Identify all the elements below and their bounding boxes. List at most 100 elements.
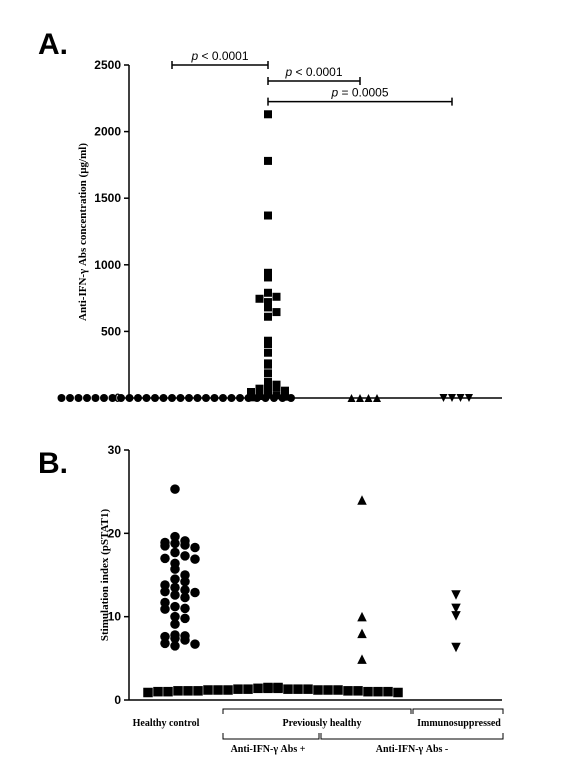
data-point-circle [170,564,180,574]
data-point-circle [170,538,180,549]
data-point-square [247,388,255,397]
data-point-square [272,391,281,400]
data-point-square [264,312,272,321]
data-point-square [353,686,363,696]
data-point-circle [180,570,190,580]
data-point-square [272,383,281,392]
data-point-circle [190,639,200,649]
data-point-circle [160,631,170,642]
significance-bracket [171,61,269,69]
data-point-square [255,392,264,401]
data-point-square [264,390,272,399]
data-point-square [272,292,281,301]
bracket-abs-positive [222,733,320,740]
data-point-circle [180,540,190,550]
data-point-triangle-down [448,394,456,402]
data-point-square [264,369,272,378]
data-point-square [264,298,272,307]
data-point-circle [170,611,180,622]
y-tick-label: 0 [114,693,121,707]
data-point-triangle-up [357,654,367,664]
data-point-circle [117,394,125,402]
data-point-circle [125,394,134,402]
data-point-square [264,340,272,349]
data-point-square [264,348,272,357]
label-abs-negative: Anti-IFN-γ Abs - [376,744,448,755]
data-point-circle [176,394,185,402]
data-point-square [163,686,173,697]
data-point-circle [160,553,170,564]
y-tick-label: 30 [108,443,122,457]
data-point-circle [100,394,108,402]
data-point-square [264,360,272,369]
bracket-immunosuppressed [412,708,504,714]
data-point-square [363,686,373,697]
data-point-square [233,684,243,694]
data-point-square [264,211,272,220]
data-point-square [264,382,272,391]
data-point-triangle-down [465,394,473,402]
data-point-circle [190,587,200,598]
data-point-square [281,386,289,395]
data-point-triangle-down [439,394,448,402]
data-point-circle [160,586,170,597]
data-point-circle [227,394,236,402]
data-point-square [264,268,272,277]
data-point-circle [170,590,180,600]
data-point-square [263,683,273,694]
data-point-triangle-down [451,611,461,621]
data-point-circle [160,597,170,608]
data-point-circle [134,394,142,402]
data-point-circle [190,554,200,564]
data-point-circle [170,619,180,629]
data-point-square [255,294,264,303]
label-previously-healthy: Previously healthy [283,718,362,729]
data-point-circle [160,604,170,614]
data-point-square [281,392,289,401]
y-tick-label: 2500 [94,58,121,72]
y-tick-label: 20 [108,526,122,540]
data-point-triangle-down [451,603,461,614]
bracket-abs-negative [320,733,504,740]
data-point-square [243,684,253,694]
data-point-circle [180,576,190,587]
data-point-square [293,684,303,694]
panel-a-y-label: Anti-IFN-γ Abs concentration (µg/ml) [77,143,89,321]
data-point-circle [91,394,100,402]
data-point-circle [170,531,180,542]
data-point-square [373,686,383,697]
data-point-square [193,686,203,696]
data-point-circle [170,547,180,558]
data-point-circle [219,394,227,402]
data-point-square [153,686,163,697]
data-point-square [383,686,393,697]
y-tick-label: 1000 [94,258,121,272]
data-point-triangle-up [357,495,367,505]
data-point-triangle-down [451,590,461,600]
data-point-square [283,684,293,694]
data-point-circle [180,551,190,561]
data-point-circle [170,601,180,612]
data-point-square [333,685,343,695]
data-point-circle [193,394,202,402]
data-point-circle [190,542,200,553]
panel-b-y-label: Stimulation index (pSTAT1) [99,509,111,642]
p-value-label: p < 0.0001 [284,65,342,79]
data-point-triangle-down [456,394,465,402]
data-point-circle [160,541,170,551]
data-point-circle [180,635,190,645]
panel-a-plot: Anti-IFN-γ Abs concentration (µg/ml) 050… [57,49,502,405]
panel-a-label: A. [38,28,68,61]
data-point-square [272,308,281,317]
data-point-triangle-up [357,611,367,622]
data-point-square [253,683,263,694]
data-point-circle [210,394,219,402]
data-point-square [264,288,272,297]
label-healthy-control: Healthy control [133,718,200,729]
data-point-triangle-up [364,394,373,402]
data-point-triangle-up [373,394,381,402]
category-labels: Healthy control Previously healthy Immun… [133,708,504,755]
data-point-circle [170,582,180,593]
y-tick-label: 2000 [94,125,121,139]
